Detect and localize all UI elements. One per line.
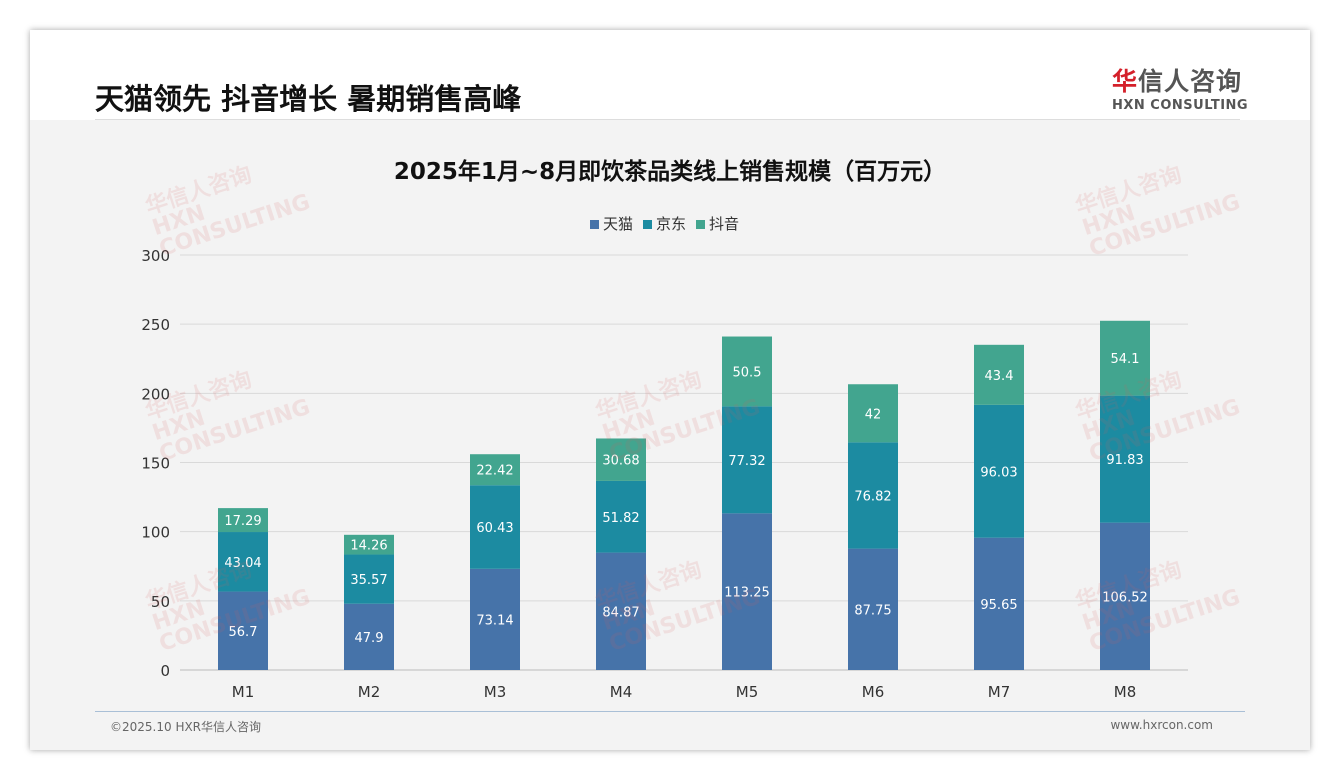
bar-天猫 (848, 548, 898, 670)
data-label: 56.7 (229, 625, 258, 640)
bar-天猫 (470, 568, 520, 670)
bar-抖音 (344, 534, 394, 555)
bar-抖音 (722, 336, 772, 407)
data-label: 91.83 (1106, 453, 1143, 468)
logo-mark: 华 (1112, 67, 1139, 96)
data-label: 30.68 (602, 454, 639, 469)
x-tick-label: M8 (1114, 683, 1137, 701)
data-label: 106.52 (1102, 590, 1148, 605)
footer-url: www.hxrcon.com (1110, 718, 1213, 732)
data-label: 35.57 (350, 573, 387, 588)
data-label: 42 (865, 407, 882, 422)
data-label: 113.25 (724, 586, 770, 601)
bar-抖音 (470, 454, 520, 486)
bar-京东 (344, 554, 394, 604)
y-tick-label: 150 (141, 455, 170, 473)
data-label: 96.03 (980, 465, 1017, 480)
x-tick-label: M3 (484, 683, 507, 701)
bar-京东 (722, 406, 772, 514)
data-label: 95.65 (980, 598, 1017, 613)
data-label: 76.82 (854, 489, 891, 504)
slide-title: 天猫领先 抖音增长 暑期销售高峰 (95, 82, 522, 116)
bar-京东 (1100, 395, 1150, 523)
slide: 天猫领先 抖音增长 暑期销售高峰 华信人咨询 HXN CONSULTING 20… (30, 30, 1310, 750)
bar-天猫 (344, 603, 394, 670)
x-tick-label: M5 (736, 683, 759, 701)
data-label: 54.1 (1111, 352, 1140, 367)
data-label: 22.42 (476, 464, 513, 479)
data-label: 43.04 (224, 556, 261, 571)
logo-text: 信人咨询 (1138, 67, 1243, 96)
data-label: 60.43 (476, 521, 513, 536)
x-tick-label: M7 (988, 683, 1011, 701)
bar-抖音 (1100, 320, 1150, 396)
bar-京东 (596, 480, 646, 553)
data-label: 77.32 (728, 454, 765, 469)
data-label: 47.9 (355, 631, 384, 646)
data-label: 17.29 (224, 514, 261, 529)
data-label: 87.75 (854, 603, 891, 618)
x-tick-label: M1 (232, 683, 255, 701)
bar-抖音 (218, 508, 268, 533)
bar-抖音 (974, 344, 1024, 405)
data-label: 43.4 (985, 369, 1014, 384)
footer-copyright: ©2025.10 HXR华信人咨询 (110, 720, 262, 734)
bar-京东 (218, 532, 268, 592)
bar-天猫 (974, 537, 1024, 670)
bar-天猫 (596, 552, 646, 670)
bar-京东 (848, 442, 898, 549)
bar-天猫 (1100, 522, 1150, 670)
data-label: 73.14 (476, 613, 513, 628)
bar-天猫 (722, 513, 772, 670)
legend-item: 天猫 (590, 213, 633, 234)
legend: 天猫 京东 抖音 (590, 213, 739, 234)
data-label: 14.26 (350, 539, 387, 554)
x-tick-label: M6 (862, 683, 885, 701)
bar-天猫 (218, 591, 268, 670)
x-tick-label: M2 (358, 683, 381, 701)
footer-divider (95, 711, 1245, 712)
bar-京东 (974, 404, 1024, 538)
y-tick-label: 200 (141, 385, 170, 403)
data-label: 50.5 (733, 365, 762, 380)
bar-抖音 (596, 438, 646, 481)
y-tick-label: 0 (160, 662, 170, 680)
bar-京东 (470, 485, 520, 569)
header (30, 30, 1310, 120)
y-tick-label: 100 (141, 524, 170, 542)
data-label: 51.82 (602, 511, 639, 526)
y-tick-label: 300 (141, 247, 170, 265)
x-tick-label: M4 (610, 683, 633, 701)
logo: 华信人咨询 HXN CONSULTING (1112, 62, 1248, 113)
legend-item: 京东 (643, 213, 686, 234)
chart-title: 2025年1月~8月即饮茶品类线上销售规模（百万元） (393, 159, 947, 185)
logo-subtext: HXN CONSULTING (1112, 98, 1249, 113)
bar-抖音 (848, 384, 898, 443)
header-divider (95, 119, 1240, 120)
data-label: 84.87 (602, 605, 639, 620)
chart: 0 50 100 150 200 250 300 56.7 43.04 17.29 M1 47.9 35… (141, 247, 1188, 701)
legend-item: 抖音 (696, 213, 739, 234)
y-tick-label: 50 (151, 593, 170, 611)
y-tick-label: 250 (141, 316, 170, 334)
